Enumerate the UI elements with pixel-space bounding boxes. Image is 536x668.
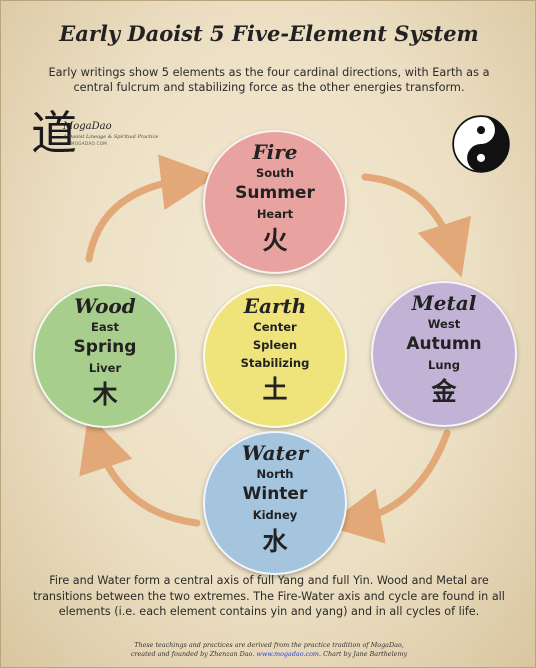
water-direction: North bbox=[256, 467, 294, 481]
fire-direction: South bbox=[255, 166, 295, 180]
earth-name: Earth bbox=[243, 294, 307, 318]
credit-suffix: . Chart by Jane Barthelemy bbox=[319, 649, 408, 658]
earth-direction: Center bbox=[253, 320, 297, 334]
water-element-circle: Water North Winter Kidney 水 bbox=[203, 431, 347, 575]
page-title: Early Daoist 5 Five-Element System bbox=[59, 21, 479, 46]
metal-organ: Lung bbox=[428, 358, 460, 372]
earth-character: 土 bbox=[262, 375, 288, 404]
yin-yang-icon bbox=[452, 115, 510, 173]
metal-element-circle: Metal West Autumn Lung 金 bbox=[371, 281, 517, 427]
fire-name: Fire bbox=[252, 140, 298, 164]
arrow-metal-to-water bbox=[325, 429, 451, 544]
logo-url: MOGADAO.COM bbox=[71, 141, 108, 146]
arrow-fire-to-metal bbox=[361, 173, 472, 278]
mogadao-link[interactable]: www.mogadao.com bbox=[256, 649, 319, 658]
logo-glyph: 道 bbox=[31, 106, 77, 160]
closing-text: Fire and Water form a central axis of fu… bbox=[33, 574, 505, 618]
water-organ: Kidney bbox=[252, 508, 298, 522]
fire-organ: Heart bbox=[256, 207, 294, 221]
credit-prefix: created and founded by Zhenzan Dao. bbox=[130, 649, 255, 658]
metal-direction: West bbox=[427, 317, 461, 331]
wood-element-circle: Wood East Spring Liver 木 bbox=[33, 284, 177, 428]
arrow-water-to-wood bbox=[79, 414, 201, 527]
metal-character: 金 bbox=[431, 377, 457, 406]
water-character: 水 bbox=[262, 527, 288, 556]
logo-tagline: A Daoist Lineage & Spiritual Practice bbox=[63, 134, 159, 140]
arrow-wood-to-fire bbox=[85, 154, 217, 263]
earth-quality: Stabilizing bbox=[240, 356, 310, 370]
water-name: Water bbox=[241, 441, 309, 465]
credit-line-1: These teachings and practices are derive… bbox=[134, 641, 404, 649]
wood-direction: East bbox=[91, 320, 119, 334]
water-season: Winter bbox=[242, 484, 308, 504]
wood-name: Wood bbox=[74, 294, 136, 318]
earth-organ: Spleen bbox=[252, 338, 298, 352]
wood-organ: Liver bbox=[88, 361, 122, 375]
metal-season: Autumn bbox=[406, 334, 482, 354]
fire-element-circle: Fire South Summer Heart 火 bbox=[203, 130, 347, 274]
fire-season: Summer bbox=[235, 183, 315, 203]
fire-character: 火 bbox=[262, 226, 288, 255]
metal-name: Metal bbox=[411, 291, 477, 315]
earth-element-circle: Earth Center Spleen Stabilizing 土 bbox=[203, 284, 347, 428]
credit-footer: These teachings and practices are derive… bbox=[41, 641, 497, 658]
intro-text: Early writings show 5 elements as the fo… bbox=[48, 66, 490, 94]
wood-character: 木 bbox=[92, 380, 118, 409]
wood-season: Spring bbox=[73, 337, 137, 357]
mogadao-logo: 道 MogaDao A Daoist Lineage & Spiritual P… bbox=[31, 106, 158, 163]
logo-name: MogaDao bbox=[63, 121, 112, 132]
credit-line-2: created and founded by Zhenzan Dao. www.… bbox=[41, 650, 497, 659]
